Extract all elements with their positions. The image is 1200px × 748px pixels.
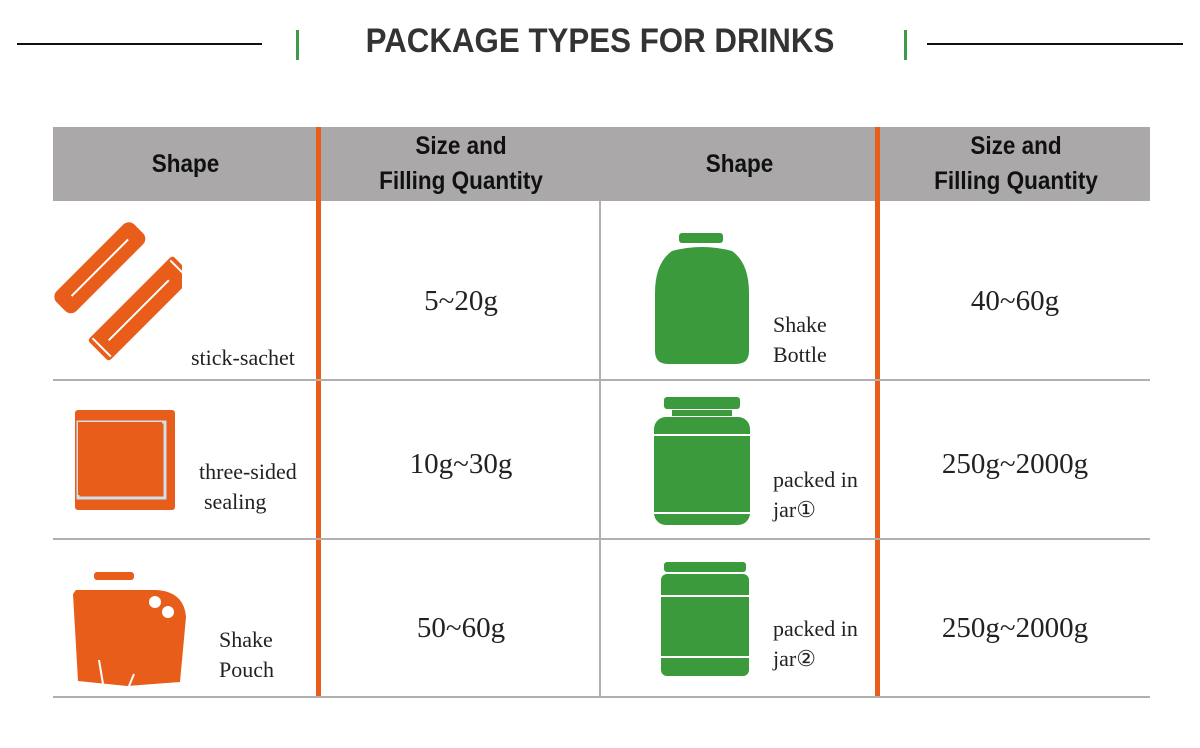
- shake-pouch-icon: [73, 572, 186, 687]
- label-shake-pouch: Shake Pouch: [219, 625, 274, 685]
- column-divider: [316, 127, 321, 697]
- label-stick-sachet: stick-sachet: [191, 345, 295, 370]
- row-divider: [53, 379, 1150, 381]
- header-size-2: Size and Filling Quantity: [895, 127, 1136, 201]
- label-line: jar②: [773, 646, 816, 671]
- label-shake-bottle: Shake Bottle: [773, 310, 827, 370]
- qty-shake-bottle: 40~60g: [970, 285, 1060, 317]
- jar-icon: [654, 397, 750, 525]
- row-divider: [53, 696, 1150, 698]
- column-divider: [875, 127, 880, 697]
- row-divider: [53, 538, 1150, 540]
- qty-stick-sachet: 5~20g: [424, 285, 498, 317]
- header-size: Size and Filling Quantity: [336, 127, 586, 201]
- header-size-line2: Filling Quantity: [934, 167, 1098, 195]
- label-line: packed in: [773, 467, 858, 492]
- label-line: Shake: [773, 312, 827, 337]
- title-rule-right: [927, 43, 1183, 45]
- title-accent-left: [296, 30, 299, 60]
- page-title: PACKAGE TYPES FOR DRINKS: [365, 22, 835, 60]
- label-line: Pouch: [219, 657, 274, 682]
- qty-shake-pouch: 50~60g: [416, 612, 506, 644]
- qty-jar-2: 250g~2000g: [941, 612, 1089, 644]
- header-shape-2: Shape: [705, 149, 774, 178]
- table-header: [53, 127, 1150, 201]
- qty-jar-1: 250g~2000g: [941, 448, 1089, 480]
- title-accent-right: [904, 30, 907, 60]
- label-line: three-sided: [199, 459, 297, 484]
- column-divider: [599, 201, 601, 697]
- shake-bottle-icon: [655, 233, 749, 364]
- label-line: sealing: [204, 489, 267, 514]
- header-shape: Shape: [151, 149, 220, 178]
- label-jar-1: packed in jar①: [773, 465, 858, 525]
- jar-icon: [661, 562, 749, 676]
- label-jar-2: packed in jar②: [773, 614, 858, 674]
- label-three-sided-sealing: three-sided sealing: [199, 457, 297, 517]
- stick-sachet-icon: [54, 222, 182, 361]
- label-line: jar①: [773, 497, 816, 522]
- header-size-line1: Size and: [415, 132, 507, 160]
- label-line: Bottle: [773, 342, 827, 367]
- header-size-line2: Filling Quantity: [379, 167, 543, 195]
- header-size-line1: Size and: [970, 132, 1062, 160]
- label-line: Shake: [219, 627, 273, 652]
- qty-three-sided-sealing: 10g~30g: [409, 448, 513, 480]
- label-line: packed in: [773, 616, 858, 641]
- title-rule-left: [17, 43, 262, 45]
- three-sided-sealing-icon: [75, 410, 175, 510]
